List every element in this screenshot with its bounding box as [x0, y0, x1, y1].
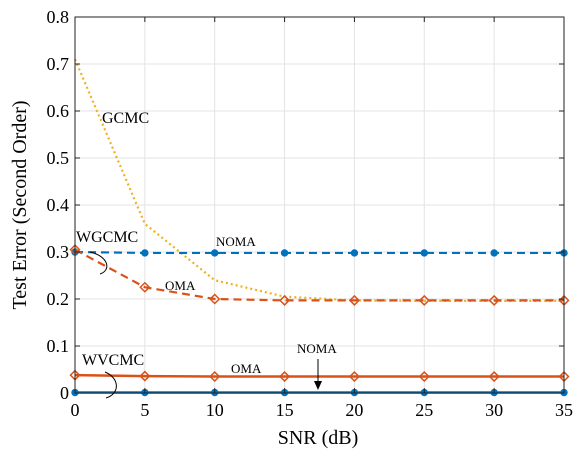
- series-0: [73, 58, 564, 302]
- data-point: [488, 370, 500, 383]
- data-point: [280, 249, 289, 257]
- data-point: [418, 370, 430, 383]
- x-tick-label: 5: [140, 400, 149, 420]
- wgcmc-bracket: [89, 251, 108, 275]
- x-tick-label: 30: [485, 400, 503, 420]
- annotation-oma-upper: OMA: [165, 278, 196, 293]
- series-line: [74, 250, 564, 255]
- data-point: [488, 294, 500, 306]
- y-tick-label: 0.2: [47, 289, 70, 309]
- data-point: [279, 294, 291, 306]
- x-tick-label: 35: [555, 400, 573, 420]
- data-point: [490, 249, 498, 257]
- data-point: [420, 249, 428, 257]
- series-line: [74, 373, 564, 378]
- annotation-wgcmc: WGCMC: [76, 229, 138, 246]
- x-tick-label: 10: [206, 400, 224, 420]
- series-4: [69, 369, 570, 383]
- y-axis-label: Test Error (Second Order): [9, 100, 31, 309]
- grid: [74, 16, 565, 394]
- x-tick-label: 15: [276, 400, 294, 420]
- data-point: [209, 370, 221, 383]
- wvcmc-bracket: [104, 371, 117, 399]
- y-tick-label: 0.8: [47, 7, 70, 27]
- data-point: [348, 294, 360, 306]
- data-point: [139, 370, 151, 382]
- series-line: [74, 248, 564, 302]
- data-point: [211, 249, 219, 257]
- y-tick-label: 0: [60, 383, 69, 403]
- annotation-gcmc: GCMC: [102, 110, 149, 127]
- y-tick-label: 0.4: [47, 195, 70, 215]
- y-tick-label: 0.5: [47, 148, 70, 168]
- annotation-oma-lower: OMA: [231, 361, 262, 376]
- series-1: [71, 248, 568, 257]
- data-point: [209, 293, 221, 305]
- y-tick-label: 0.3: [47, 242, 70, 262]
- tick-labels: 0 5 10 15 20 25 30 35 0 0.1 0.2 0.3 0.4 0.5 0.6 0.7 0.8: [47, 7, 574, 420]
- y-tick-label: 0.7: [47, 54, 70, 74]
- x-tick-label: 0: [71, 400, 80, 420]
- data-point: [348, 370, 360, 383]
- annotation-noma-lower: NOMA: [297, 341, 337, 356]
- x-tick-label: 20: [345, 400, 363, 420]
- data-point: [350, 249, 359, 257]
- y-tick-label: 0.1: [47, 336, 70, 356]
- data-point: [279, 370, 291, 383]
- annotation-wvcmc: WVCMC: [82, 352, 144, 369]
- annotation-noma-upper: NOMA: [216, 234, 256, 249]
- y-tick-label: 0.6: [47, 101, 70, 121]
- series-line: [73, 58, 564, 302]
- data-point: [141, 249, 149, 257]
- noma-pointer-arrow: [314, 359, 322, 390]
- x-tick-label: 25: [415, 400, 433, 420]
- data-point: [139, 281, 151, 293]
- data-point: [418, 294, 430, 306]
- x-axis-label: SNR (dB): [278, 427, 359, 449]
